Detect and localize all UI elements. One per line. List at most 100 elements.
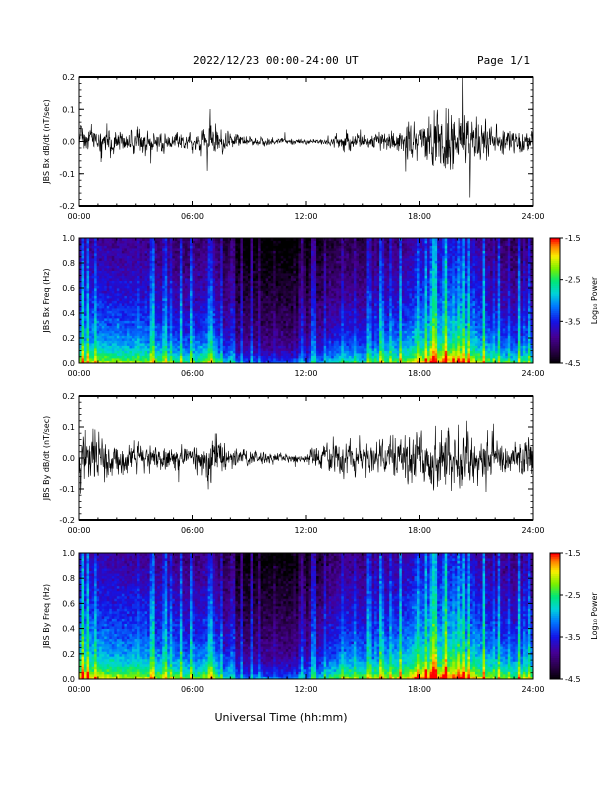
colorbar-swatch [550,267,560,270]
x-tick-label: 00:00 [67,526,90,535]
colorbar-swatch [550,313,560,316]
colorbar-swatch [550,335,560,339]
y-tick-label: 0.0 [62,454,75,463]
colorbar-swatch [550,250,560,254]
colorbar-swatch [550,348,560,351]
colorbar-swatch [550,620,560,623]
colorbar-tick-label: -2.5 [565,591,581,600]
colorbar-tick-label: -1.5 [565,234,581,243]
y-tick-label: 0.0 [62,675,75,684]
y-axis-label: JBS By Freq (Hz) [42,584,51,649]
colorbar-swatch [550,256,560,260]
colorbar-swatch [550,630,560,634]
colorbar-swatch [550,296,560,299]
x-tick-label: 06:00 [181,526,204,535]
x-tick-label: 12:00 [294,526,317,535]
colorbar-swatch [550,634,560,638]
colorbar-swatch [550,331,560,335]
colorbar-swatch [550,244,560,247]
colorbar-swatch [550,338,560,341]
colorbar-swatch [550,242,560,245]
colorbar-swatch [550,616,560,619]
y-tick-label: 0.1 [62,423,75,432]
y-tick-label: 0.8 [62,259,75,268]
colorbar-swatch [550,574,560,577]
spectrogram-cells [79,238,534,364]
colorbar-swatch [550,569,560,573]
colorbar-swatch [550,246,560,249]
colorbar-swatch [550,254,560,258]
colorbar-swatch [550,561,560,564]
colorbar-swatch [550,315,560,318]
colorbar-swatch [550,580,560,583]
colorbar-swatch [550,670,560,674]
x-tick-label: 24:00 [521,369,544,378]
x-tick-label: 06:00 [181,212,204,221]
series-trace [78,77,534,198]
colorbar-swatch [550,310,560,314]
colorbar-swatch [550,356,560,360]
colorbar-swatch [550,588,560,592]
colorbar-swatch [550,302,560,306]
colorbar-swatch [550,273,560,276]
colorbar-swatch [550,626,560,630]
y-tick-label: 0.2 [62,334,75,343]
colorbar-swatch [550,344,560,347]
colorbar-swatch [550,292,560,295]
colorbar-tick-label: -2.5 [565,276,581,285]
colorbar-swatch [550,240,560,243]
colorbar-swatch [550,260,560,264]
colorbar-swatch [550,360,560,364]
colorbar-swatch [550,622,560,625]
colorbar-swatch [550,603,560,606]
colorbar-swatch [550,645,560,648]
colorbar-swatch [550,263,560,266]
series-trace [78,420,534,494]
x-tick-label: 18:00 [408,685,431,694]
colorbar-swatch [550,624,560,627]
colorbar-swatch [550,662,560,665]
colorbar-frame [549,552,561,680]
colorbar-swatch [550,350,560,354]
colorbar-swatch [550,567,560,571]
colorbar: -1.5 -2.5 -3.5 -4.5 Log₁₀ Power [549,549,599,684]
colorbar-swatch [550,555,560,558]
y-tick-label: -0.1 [59,170,75,179]
colorbar-swatch [550,647,560,651]
colorbar-swatch [550,342,560,345]
x-tick-label: 18:00 [408,212,431,221]
colorbar-swatch [550,283,560,287]
colorbar-swatch [550,290,560,293]
y-axis-label: JBS Bx dB/dt (nT/sec) [42,99,51,185]
colorbar-swatch [550,611,560,615]
colorbar-swatch [550,252,560,256]
colorbar-swatch [550,597,560,600]
colorbar-swatch [550,238,560,241]
x-tick-label: 06:00 [181,685,204,694]
colorbar-swatch [550,265,560,268]
page-number: Page 1/1 [477,54,530,67]
colorbar-swatch [550,358,560,362]
colorbar-swatch [550,279,560,283]
colorbar-swatch [550,285,560,289]
colorbar-swatch [550,641,560,644]
colorbar-swatch [550,288,560,291]
x-tick-label: 00:00 [67,369,90,378]
y-tick-label: 0.8 [62,574,75,583]
x-tick-label: 24:00 [521,212,544,221]
colorbar-swatch [550,618,560,621]
colorbar-tick-label: -3.5 [565,317,581,326]
y-axis-label: JBS By dB/dt (nT/sec) [42,416,51,502]
x-tick-label: 12:00 [294,212,317,221]
colorbar-swatch [550,321,560,324]
colorbar-swatch [550,609,560,613]
plot-title: 2022/12/23 00:00-24:00 UT [193,54,359,67]
colorbar-swatch [550,578,560,581]
x-axis-label: Universal Time (hh:mm) [215,711,348,724]
colorbar-swatch [550,323,560,326]
x-tick-label: 12:00 [294,685,317,694]
colorbar-swatch [550,275,560,279]
panel-1: 00:00 06:00 12:00 18:00 24:00 -0.2 -0.1 0.0 0.1 0… [42,73,545,221]
colorbar-swatch [550,651,560,655]
